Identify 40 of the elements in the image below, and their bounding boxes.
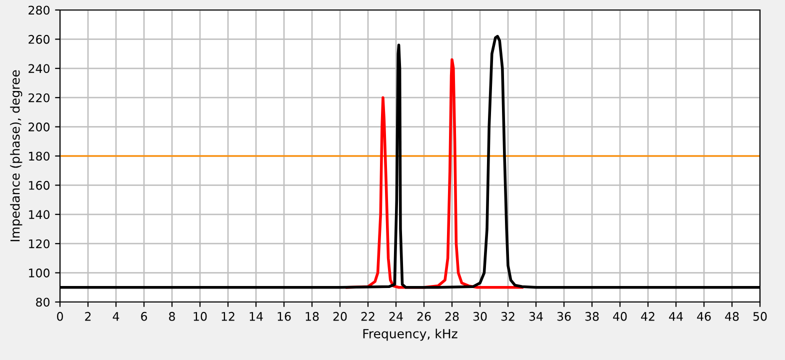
- x-tick-label: 26: [417, 312, 431, 321]
- x-axis-title: Frequency, kHz: [363, 328, 458, 341]
- x-tick-label: 46: [697, 312, 711, 321]
- x-tick-label: 22: [361, 312, 374, 321]
- x-tick-label: 2: [85, 312, 91, 321]
- y-tick-label: 100: [29, 268, 50, 278]
- y-axis-title: Impedance (phase), degree: [10, 70, 22, 242]
- x-tick-label: 12: [222, 312, 234, 321]
- x-tick-label: 50: [753, 312, 767, 321]
- x-tick-label: 6: [141, 312, 148, 321]
- x-tick-label: 30: [473, 312, 487, 321]
- x-tick-label: 24: [389, 312, 403, 321]
- x-tick-label: 42: [641, 312, 654, 321]
- line-series: [346, 58, 524, 289]
- y-tick-label: 120: [29, 239, 50, 248]
- x-tick-label: 38: [585, 312, 599, 321]
- y-tick-label: 140: [29, 210, 50, 220]
- y-tick-label: 240: [28, 64, 50, 74]
- x-tick-label: 14: [250, 312, 263, 321]
- y-tick-label: 160: [29, 180, 50, 190]
- x-tick-label: 28: [445, 312, 459, 321]
- x-tick-label: 32: [501, 312, 514, 321]
- x-tick-label: 10: [194, 312, 207, 321]
- x-tick-label: 40: [613, 312, 627, 321]
- y-tick-label: 280: [28, 6, 50, 15]
- x-tick-label: 18: [306, 312, 319, 321]
- x-tick-label: 48: [725, 312, 739, 321]
- x-tick-label: 34: [529, 312, 543, 321]
- y-tick-label: 180: [29, 152, 50, 161]
- x-tick-label: 16: [278, 312, 291, 321]
- y-tick-label: 200: [28, 122, 50, 132]
- x-tick-label: 0: [57, 312, 63, 321]
- y-tick-label: 260: [28, 34, 50, 44]
- x-tick-label: 44: [669, 312, 683, 321]
- x-tick-label: 20: [333, 312, 347, 321]
- y-tick-label: 80: [36, 298, 50, 307]
- x-tick-label: 8: [169, 312, 175, 321]
- y-tick-label: 220: [28, 93, 50, 102]
- x-tick-label: 4: [112, 312, 120, 321]
- x-tick-label: 36: [557, 312, 571, 321]
